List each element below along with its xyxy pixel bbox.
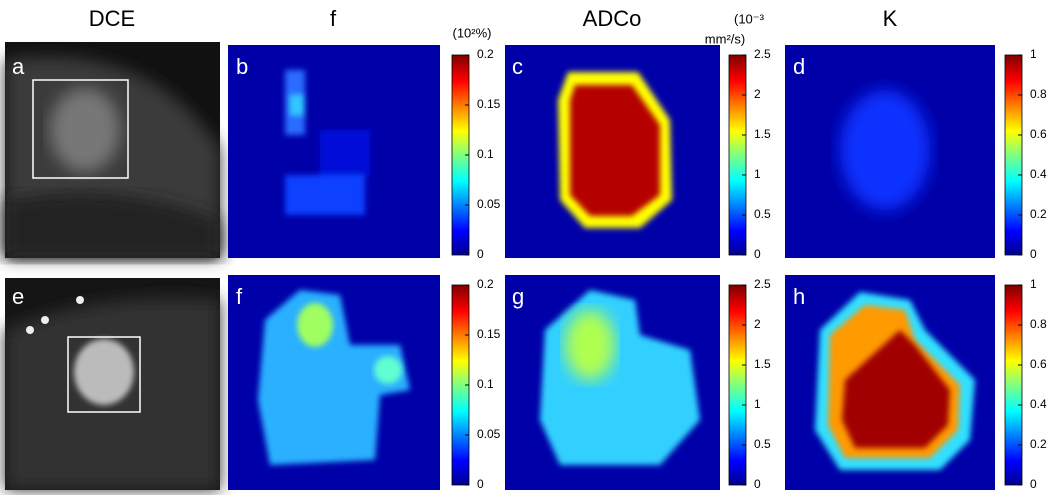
colorbar-tick-label: 1 [754,397,761,411]
colorbar-tick-label: 1.5 [754,127,771,141]
dce-image [5,278,220,490]
adco-map [505,275,720,490]
k-map [785,45,995,258]
panel-letter: f [236,284,243,309]
column-header: f [330,6,337,31]
colorbar-tick-label: 1 [1030,277,1037,291]
colorbar-tick-label: 0.8 [1030,87,1047,101]
column-header: DCE [89,6,135,31]
panel-letter: a [12,54,25,79]
adco-map [505,45,720,258]
colorbar-tick-label: 0.05 [477,427,501,441]
colorbar-tick-label: 0 [477,247,484,261]
k-map [785,275,995,490]
colorbar-tick-label: 0.15 [477,327,501,341]
colorbar-tick-label: 2 [754,317,761,331]
colorbar-tick-label: 2 [754,87,761,101]
colorbar [1004,284,1023,486]
colorbar-tick-label: 0.1 [477,377,494,391]
colorbar-tick-label: 0.5 [754,207,771,221]
colorbar-tick-label: 0.2 [1030,437,1047,451]
colorbar-tick-label: 0.4 [1030,397,1047,411]
colorbar-tick-label: 0 [1030,477,1037,491]
colorbar [1004,54,1023,256]
f-map [228,275,440,490]
column-header: ADCo [583,6,642,31]
colorbar-tick-label: 2.5 [754,47,771,61]
panel-letter: e [12,284,24,309]
colorbar-tick-label: 0.2 [1030,207,1047,221]
colorbar-tick-label: 0 [477,477,484,491]
colorbar-tick-label: 0.8 [1030,317,1047,331]
panel-letter: b [236,54,248,79]
colorbar-tick-label: 0 [754,477,761,491]
panel-letter: c [512,54,523,79]
colorbar-tick-label: 0.6 [1030,127,1047,141]
colorbar-tick-label: 1.5 [754,357,771,371]
colorbar-unit: (10⁻³ [734,11,765,26]
colorbar [728,54,747,256]
colorbar-tick-label: 2.5 [754,277,771,291]
dce-image [5,42,220,258]
colorbar-tick-label: 0.2 [477,277,494,291]
colorbar-tick-label: 0.5 [754,437,771,451]
colorbar-tick-label: 0.1 [477,147,494,161]
colorbar-tick-label: 0.15 [477,97,501,111]
colorbar-unit: mm²/s) [705,31,745,46]
colorbar-tick-label: 0.6 [1030,357,1047,371]
colorbar-tick-label: 0.05 [477,197,501,211]
colorbar-tick-label: 0.4 [1030,167,1047,181]
panel-letter: h [793,284,805,309]
colorbar-tick-label: 1 [754,167,761,181]
colorbar-tick-label: 0 [1030,247,1037,261]
colorbar-tick-label: 1 [1030,47,1037,61]
panel-letter: d [793,54,805,79]
panel-letter: g [512,284,524,309]
column-header: K [883,6,898,31]
colorbar [728,284,747,486]
f-map [228,45,440,258]
colorbar-unit: (10²%) [452,25,491,40]
colorbar-tick-label: 0.2 [477,47,494,61]
colorbar-tick-label: 0 [754,247,761,261]
